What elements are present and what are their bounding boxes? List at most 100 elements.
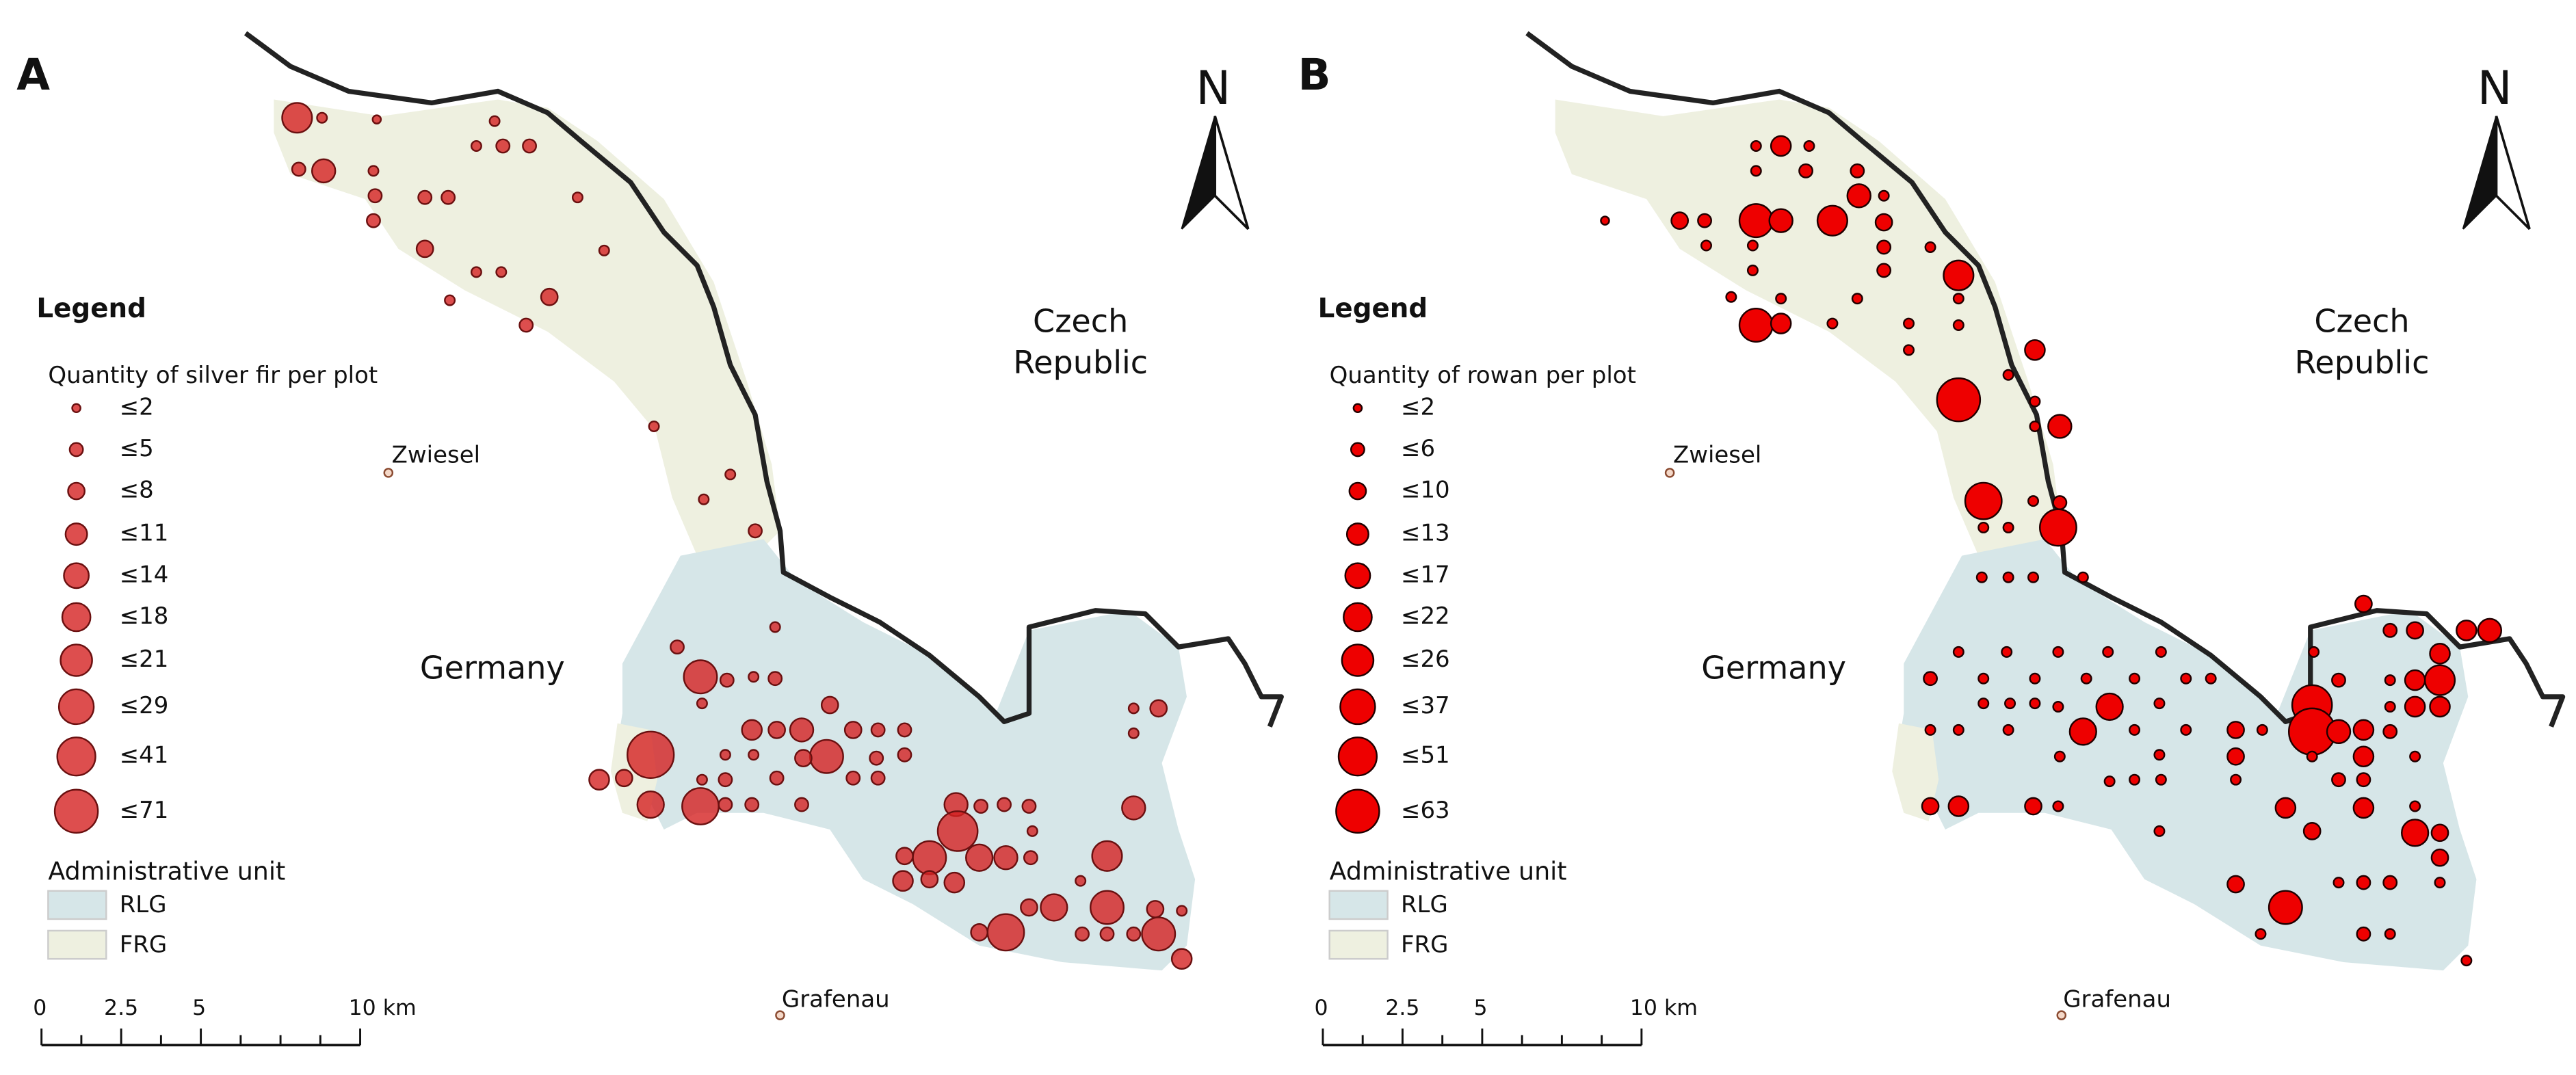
plot-dot <box>794 749 813 767</box>
plot-dot <box>367 188 383 204</box>
plot-dot <box>2409 750 2421 762</box>
plot-dot <box>281 102 313 134</box>
plot-dot <box>870 722 886 738</box>
north-arrow-dark <box>1181 116 1216 230</box>
plot-dot <box>2001 646 2013 658</box>
plot-dot <box>1021 799 1037 814</box>
plot-dot <box>2423 664 2456 696</box>
plot-dot <box>2039 508 2077 547</box>
plot-dot <box>470 266 482 278</box>
plot-dot <box>1846 183 1871 209</box>
legend-class-label: ≤51 <box>1401 742 1450 769</box>
plot-dot <box>2047 414 2073 439</box>
plot-dot <box>1977 521 1990 533</box>
country-label: Republic <box>1013 344 1148 381</box>
plot-dot <box>2268 890 2303 925</box>
plot-dot <box>741 719 763 741</box>
plot-dot <box>2230 773 2242 786</box>
plot-dot <box>2255 928 2267 940</box>
plot-dot <box>1746 239 1759 252</box>
legend-symbol <box>1348 481 1367 501</box>
plot-dot <box>648 420 660 432</box>
plot-dot <box>615 769 633 788</box>
town-marker <box>775 1010 785 1020</box>
plot-dot <box>2024 339 2046 361</box>
legend-symbol <box>71 403 81 414</box>
plot-dot <box>2430 848 2449 867</box>
plot-dot <box>1816 204 1848 237</box>
plot-dot <box>2129 724 2141 736</box>
plot-dot <box>895 847 914 866</box>
admin-unit-label: RLG <box>1401 891 1448 918</box>
plot-dot <box>2326 719 2352 745</box>
plot-dot <box>1936 377 1982 423</box>
plot-dot <box>444 294 456 306</box>
plot-dot <box>2180 672 2192 685</box>
north-arrow-light <box>1213 116 1250 230</box>
admin-unit-label: FRG <box>120 931 167 958</box>
plot-dot <box>748 671 760 683</box>
plot-dot <box>1876 239 1892 255</box>
plot-dot <box>2352 745 2375 767</box>
plot-dot <box>441 189 456 205</box>
plot-dot <box>719 672 735 688</box>
admin-swatch <box>1328 929 1389 960</box>
plot-dot <box>724 468 737 481</box>
scale-label: 2.5 <box>1385 996 1419 1020</box>
plot-dot <box>1775 293 1787 305</box>
plot-dot <box>2226 875 2245 894</box>
legend-class-label: ≤10 <box>1401 477 1450 504</box>
plot-dot <box>897 722 912 738</box>
plot-dot <box>670 639 685 655</box>
plot-dot <box>540 287 559 306</box>
plot-dot <box>1738 308 1774 343</box>
plot-dot <box>1026 825 1038 837</box>
plot-dot <box>2102 646 2114 658</box>
plot-dot <box>2053 750 2066 762</box>
plot-dot <box>1975 571 1988 583</box>
plot-dot <box>2226 747 2245 766</box>
plot-dot <box>2129 773 2141 786</box>
legend-symbol <box>1341 643 1375 677</box>
plot-dot <box>809 739 844 774</box>
plot-dot <box>2404 669 2426 691</box>
plot-dot <box>1023 850 1038 866</box>
legend-subtitle: Quantity of silver fir per plot <box>48 362 378 389</box>
plot-dot <box>920 870 939 889</box>
plot-dot <box>845 770 861 786</box>
plot-dot <box>965 843 994 872</box>
plot-dot <box>2306 750 2318 762</box>
plot-dot <box>2274 797 2297 819</box>
plot-dot <box>1826 317 1839 330</box>
plot-dot <box>2153 698 2166 710</box>
legend-symbol <box>60 643 93 677</box>
plot-dot <box>1099 926 1115 942</box>
plot-dot <box>1924 241 1936 253</box>
plot-dot <box>936 810 979 852</box>
plot-dot <box>1850 163 1865 178</box>
legend-symbol <box>64 522 88 546</box>
plot-dot <box>2356 926 2371 942</box>
plot-dot <box>2052 800 2064 812</box>
plot-dot <box>769 621 781 633</box>
legend-class-label: ≤18 <box>120 602 169 630</box>
plot-dot <box>2029 698 2041 710</box>
plot-dot <box>1878 189 1890 202</box>
plot-dot <box>1075 875 1087 887</box>
plot-dot <box>2429 643 2451 665</box>
plot-dot <box>367 165 380 177</box>
legend-symbol <box>1335 788 1380 834</box>
plot-dot <box>470 140 482 152</box>
plot-dot <box>417 189 433 205</box>
plot-dot <box>767 721 786 739</box>
legend-class-label: ≤63 <box>1401 797 1450 824</box>
plot-dot <box>2155 646 2167 658</box>
legend-class-label: ≤41 <box>120 742 169 769</box>
plot-dot <box>1903 317 1915 330</box>
plot-dot <box>997 797 1012 812</box>
plot-dot <box>2052 646 2064 658</box>
legend-symbol <box>1350 442 1365 457</box>
plot-dot <box>794 797 809 812</box>
scale-label: 0 <box>1314 996 1328 1020</box>
